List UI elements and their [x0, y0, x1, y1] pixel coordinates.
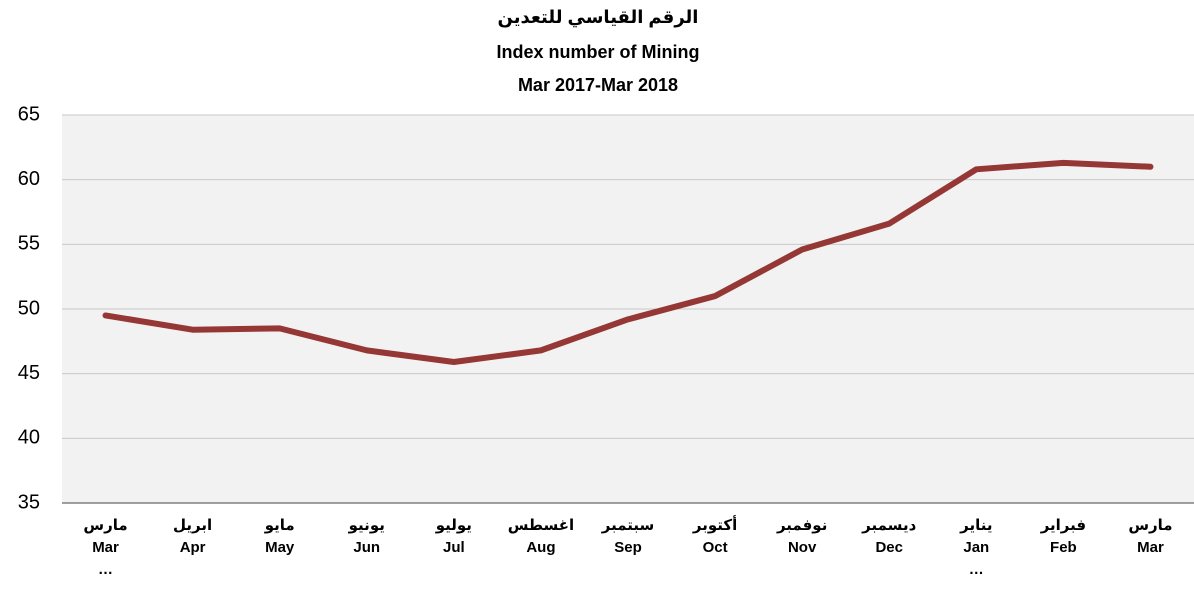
x-tick-label: Nov: [788, 539, 817, 556]
x-tick-label: …: [969, 561, 984, 578]
x-tick-label: مارس: [83, 517, 127, 534]
chart-title: Index number of Mining: [497, 42, 700, 62]
x-tick-label: Mar: [92, 539, 119, 556]
x-tick-label: Dec: [875, 539, 903, 556]
y-tick-label: 45: [18, 362, 40, 384]
x-tick-label: Sep: [614, 539, 642, 556]
x-tick-label: Jul: [443, 539, 465, 556]
y-tick-label: 55: [18, 233, 40, 255]
x-tick-label: Aug: [526, 539, 555, 556]
x-tick-label: ديسمبر: [861, 517, 916, 534]
x-tick-label: سبتمبر: [601, 517, 655, 534]
x-tick-label: Feb: [1050, 539, 1077, 556]
y-tick-label: 40: [18, 427, 40, 449]
x-tick-label: نوفمبر: [776, 517, 827, 534]
x-tick-label: يونيو: [348, 517, 385, 534]
y-tick-label: 65: [18, 103, 40, 125]
x-tick-label: Apr: [180, 539, 206, 556]
chart-title: الرقم القياسي للتعدين: [498, 7, 699, 28]
x-tick-label: …: [98, 561, 113, 578]
x-tick-label: ابريل: [173, 517, 212, 534]
x-tick-label: Jun: [353, 539, 380, 556]
y-tick-label: 60: [18, 168, 40, 190]
y-tick-label: 35: [18, 491, 40, 513]
x-tick-label: اغسطس: [508, 517, 574, 534]
x-tick-label: May: [265, 539, 295, 556]
x-tick-label: أكتوبر: [692, 515, 737, 534]
x-tick-label: مارس: [1128, 517, 1172, 534]
y-tick-label: 50: [18, 297, 40, 319]
x-tick-label: Oct: [703, 539, 728, 556]
x-tick-label: مايو: [264, 517, 295, 534]
x-tick-label: يوليو: [435, 517, 472, 534]
x-tick-label: Mar: [1137, 539, 1164, 556]
line: [102, 159, 1154, 366]
x-tick-label: فبراير: [1040, 517, 1086, 534]
chart-title: Mar 2017-Mar 2018: [518, 75, 678, 95]
x-tick-label: Jan: [963, 539, 989, 556]
x-tick-label: يناير: [959, 517, 992, 534]
